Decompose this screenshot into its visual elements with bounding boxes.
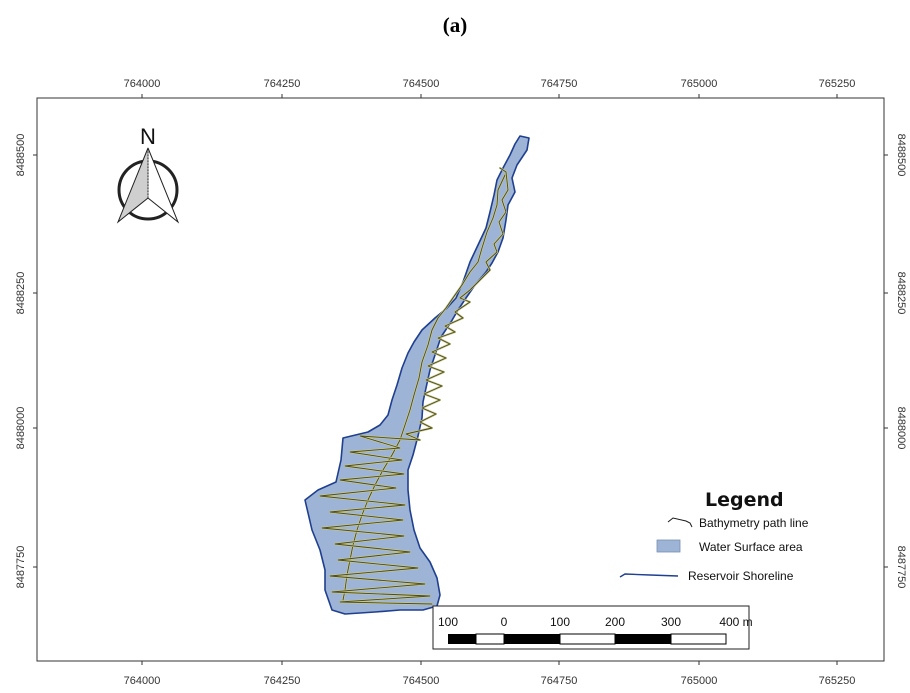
- y-tick-label-left: 8488250: [15, 272, 27, 315]
- y-tick-label-right: 8488250: [895, 272, 907, 315]
- x-tick-label-bottom: 765250: [819, 675, 856, 687]
- north-arrow-icon: N: [116, 124, 180, 224]
- bathymetry-path-line: [342, 174, 506, 601]
- x-tick-label-top: 765000: [681, 78, 718, 90]
- y-tick-label-right: 8488000: [895, 407, 907, 450]
- scale-bar: 100 0 100 200 300 400 m: [432, 605, 753, 650]
- north-label: N: [140, 124, 156, 149]
- x-tick-label-top: 764500: [403, 78, 440, 90]
- x-tick-label-top: 764250: [264, 78, 301, 90]
- y-axis-right-ticks: 8488500 8488250 8488000 8487750: [884, 134, 907, 589]
- legend-symbol-path: [667, 517, 693, 528]
- legend-title: Legend: [705, 489, 784, 511]
- legend-symbol-water: [656, 539, 681, 553]
- y-tick-label-left: 8487750: [15, 546, 27, 589]
- y-tick-label-right: 8487750: [895, 546, 907, 589]
- x-tick-label-top: 765250: [819, 78, 856, 90]
- x-tick-label-bottom: 764250: [264, 675, 301, 687]
- x-tick-label-bottom: 764500: [403, 675, 440, 687]
- scale-label: 300: [661, 615, 681, 629]
- legend-label-path: Bathymetry path line: [699, 516, 809, 530]
- scale-label: 100: [438, 615, 458, 629]
- y-tick-label-left: 8488000: [15, 407, 27, 450]
- legend: Legend Bathymetry path line Water Surfac…: [619, 489, 809, 583]
- x-tick-label-top: 764000: [124, 78, 161, 90]
- y-tick-label-left: 8488500: [15, 134, 27, 177]
- y-tick-label-right: 8488500: [895, 134, 907, 177]
- x-tick-label-bottom: 764750: [541, 675, 578, 687]
- bathymetry-path-line: [319, 167, 509, 605]
- legend-symbol-shoreline: [619, 573, 679, 578]
- x-tick-label-bottom: 764000: [124, 675, 161, 687]
- legend-label-water: Water Surface area: [699, 540, 803, 554]
- bathymetry-path-lines: [318, 166, 510, 606]
- x-axis-bottom-ticks: 764000 764250 764500 764750 765000 765250: [124, 661, 856, 687]
- scale-label: 0: [501, 615, 508, 629]
- scale-label: 100: [550, 615, 570, 629]
- figure-title: (a): [443, 13, 468, 37]
- y-axis-left-ticks: 8488500 8488250 8488000 8487750: [15, 134, 37, 589]
- x-tick-label-bottom: 765000: [681, 675, 718, 687]
- legend-label-shoreline: Reservoir Shoreline: [688, 569, 794, 583]
- scale-label: 200: [605, 615, 625, 629]
- x-axis-top-ticks: 764000 764250 764500 764750 765000 765250: [124, 78, 856, 98]
- scale-label: 400 m: [719, 615, 752, 629]
- x-tick-label-top: 764750: [541, 78, 578, 90]
